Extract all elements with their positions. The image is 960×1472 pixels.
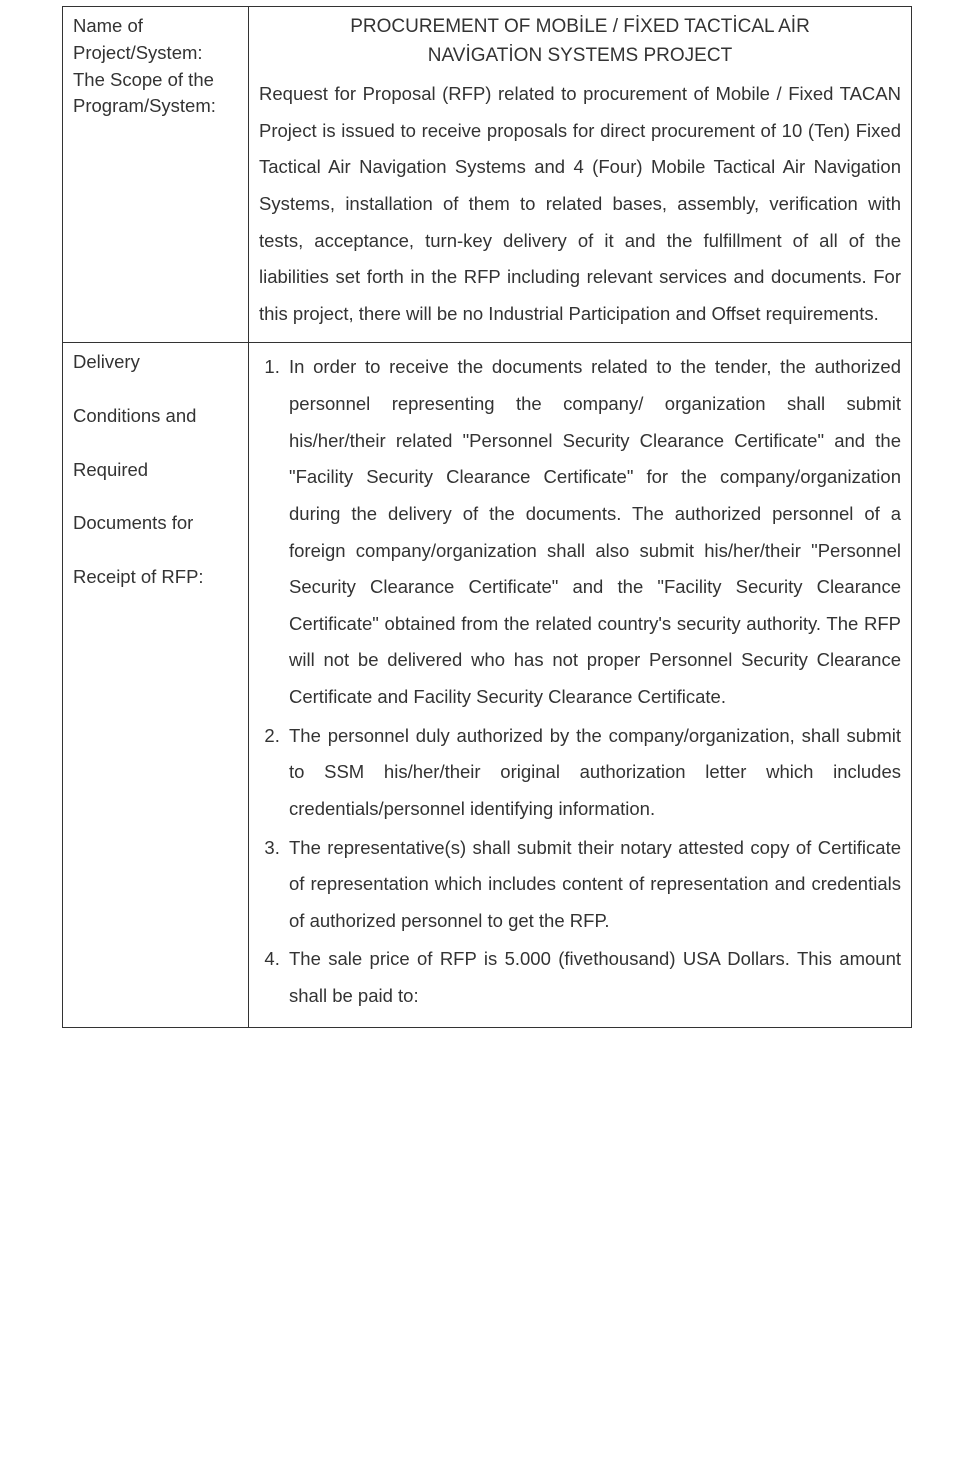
cell-label-project: Name of Project/System: The Scope of the…: [63, 7, 249, 343]
cell-body-project: PROCUREMENT OF MOBİLE / FİXED TACTİCAL A…: [249, 7, 912, 343]
label-text: Delivery: [73, 351, 140, 372]
label-text: The Scope of the: [73, 69, 214, 90]
table-row: Delivery Conditions and Required Documen…: [63, 343, 912, 1027]
list-item: The sale price of RFP is 5.000 (fivethou…: [285, 941, 901, 1014]
cell-body-delivery: In order to receive the documents relate…: [249, 343, 912, 1027]
project-title: PROCUREMENT OF MOBİLE / FİXED TACTİCAL A…: [259, 13, 901, 70]
cell-label-delivery: Delivery Conditions and Required Documen…: [63, 343, 249, 1027]
label-text: Conditions and: [73, 405, 196, 426]
label-text: Project/System:: [73, 42, 203, 63]
label-text: Program/System:: [73, 95, 216, 116]
list-item: In order to receive the documents relate…: [285, 349, 901, 715]
title-line: NAVİGATİON SYSTEMS PROJECT: [428, 45, 732, 66]
label-text: Receipt of RFP:: [73, 566, 204, 587]
table-row: Name of Project/System: The Scope of the…: [63, 7, 912, 343]
list-item: The personnel duly authorized by the com…: [285, 718, 901, 828]
delivery-conditions-list: In order to receive the documents relate…: [259, 349, 901, 1014]
page: Name of Project/System: The Scope of the…: [0, 0, 960, 1048]
document-table: Name of Project/System: The Scope of the…: [62, 6, 912, 1028]
label-text: Documents for: [73, 512, 193, 533]
label-text: Required: [73, 459, 148, 480]
list-item: The representative(s) shall submit their…: [285, 830, 901, 940]
scope-paragraph: Request for Proposal (RFP) related to pr…: [259, 76, 901, 332]
title-line: PROCUREMENT OF MOBİLE / FİXED TACTİCAL A…: [350, 16, 810, 37]
label-text: Name of: [73, 15, 143, 36]
